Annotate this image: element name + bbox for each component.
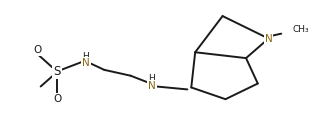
- Text: N: N: [265, 34, 273, 44]
- Text: H: H: [148, 74, 155, 83]
- Text: O: O: [53, 94, 61, 104]
- Text: N: N: [82, 58, 90, 68]
- Text: S: S: [54, 65, 61, 78]
- Text: CH₃: CH₃: [293, 25, 310, 34]
- Text: N: N: [148, 82, 156, 91]
- Text: O: O: [34, 45, 42, 55]
- Text: H: H: [82, 52, 89, 61]
